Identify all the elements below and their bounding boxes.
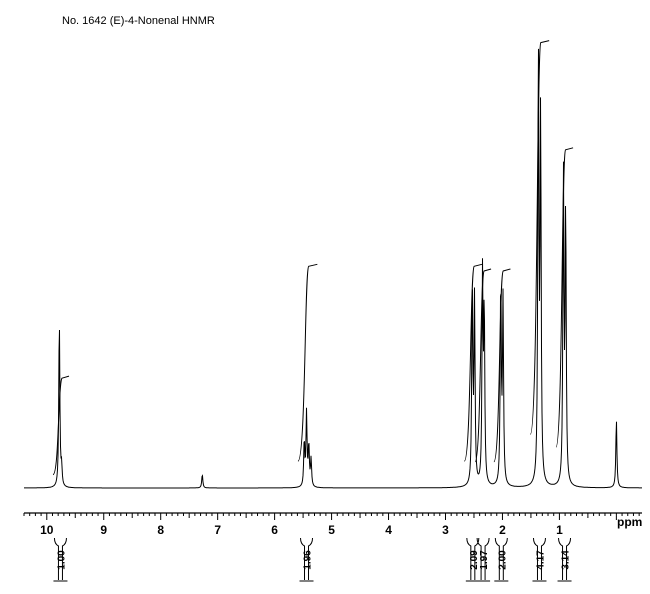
- integral-brackets: 1.00 1.96 2.09 1.97 2.00 4.17 3.14: [53, 537, 572, 582]
- integration-curve-0: [52, 375, 70, 476]
- integral-value: 2.00: [497, 550, 508, 570]
- x-tick-label: 5: [328, 523, 335, 537]
- x-tick-label: 8: [157, 523, 164, 537]
- spectrum-line: [24, 48, 642, 489]
- integral-bracket-0: 1.00: [53, 537, 68, 582]
- integral-bracket-3: 1.97: [476, 537, 491, 582]
- integral-bracket-5: 4.17: [532, 537, 547, 582]
- integral-bracket-4: 2.00: [494, 537, 508, 582]
- integration-curve-6: [555, 147, 574, 448]
- integration-curve-4: [493, 268, 511, 463]
- integral-value: 1.97: [479, 550, 490, 570]
- x-tick-label: 10: [40, 523, 54, 537]
- integral-bracket-1: 1.96: [299, 537, 314, 582]
- x-tick-label: 3: [442, 523, 449, 537]
- x-axis-unit-label: ppm: [617, 515, 642, 529]
- x-tick-label: 4: [385, 523, 392, 537]
- integration-curve-2: [463, 263, 483, 462]
- x-tick-label: 6: [271, 523, 278, 537]
- integral-value: 2.09: [469, 550, 480, 570]
- integral-value: 1.00: [56, 550, 67, 570]
- chart-title: No. 1642 (E)-4-Nonenal HNMR: [62, 15, 215, 27]
- x-tick-label: 2: [499, 523, 506, 537]
- integration-curves: [52, 40, 574, 476]
- integral-value: 3.14: [561, 550, 572, 570]
- integration-curve-1: [297, 263, 318, 462]
- integral-bracket-2: 2.09: [465, 537, 480, 582]
- integral-value: 4.17: [535, 550, 546, 570]
- x-axis: 10 9 8 7 6 5 4 3 2 1: [23, 512, 642, 537]
- x-tick-label: 7: [214, 523, 221, 537]
- integral-value: 1.96: [303, 550, 314, 570]
- x-tick-label: 9: [100, 523, 107, 537]
- integration-curve-3: [474, 268, 492, 463]
- integration-curve-5: [529, 40, 550, 435]
- integral-bracket-6: 3.14: [557, 537, 572, 582]
- x-tick-label: 1: [556, 523, 563, 537]
